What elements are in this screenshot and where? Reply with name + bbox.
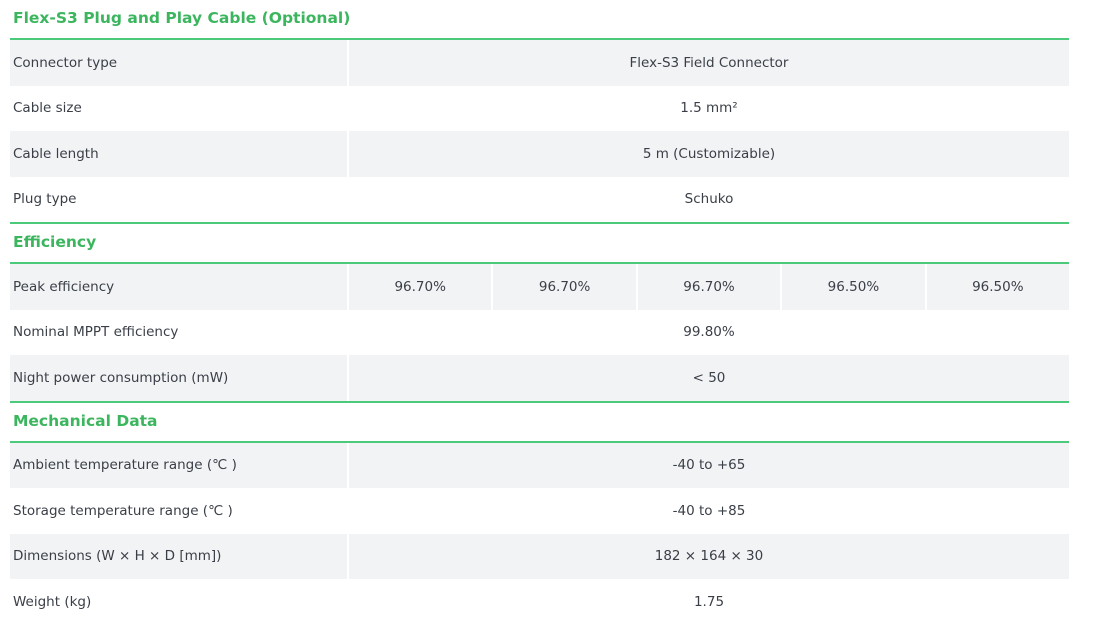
table-row: Nominal MPPT efficiency 99.80%	[10, 310, 1069, 356]
table-row: Cable length 5 m (Customizable)	[10, 131, 1069, 177]
section-title: Efficiency	[10, 224, 1069, 264]
row-value: 96.70%	[349, 264, 492, 310]
row-label: Ambient temperature range (℃ )	[10, 442, 347, 488]
row-label: Connector type	[10, 40, 347, 86]
section-title: Mechanical Data	[10, 403, 1069, 443]
spec-section: Flex-S3 Plug and Play Cable (Optional) Co…	[10, 0, 1069, 224]
row-values: -40 to +65	[349, 442, 1069, 488]
row-label: Nominal MPPT efficiency	[13, 324, 179, 341]
table-row: Dimensions (W × H × D [mm]) 182 × 164 × 3…	[10, 533, 1069, 579]
row-label: Storage temperature range (℃ )	[13, 502, 233, 519]
row-value: 96.50%	[782, 264, 925, 310]
spec-table: Flex-S3 Plug and Play Cable (Optional) Co…	[10, 0, 1070, 625]
row-value: Flex-S3 Field Connector	[349, 40, 1069, 86]
row-values: -40 to +85	[349, 488, 1069, 534]
row-label: Dimensions (W × H × D [mm])	[10, 533, 347, 579]
row-value: 96.50%	[926, 264, 1070, 310]
row-label: Plug type	[13, 191, 77, 208]
row-values: 1.75	[349, 579, 1069, 625]
row-label: Peak efficiency	[10, 264, 347, 310]
row-values: Flex-S3 Field Connector	[349, 40, 1069, 86]
row-value: 99.80%	[683, 324, 735, 341]
row-values: 99.80%	[349, 310, 1069, 356]
table-row: Storage temperature range (℃ ) -40 to +85	[10, 488, 1069, 534]
row-value: 182 × 164 × 30	[349, 533, 1069, 579]
row-values: 182 × 164 × 30	[349, 533, 1069, 579]
spec-section: Mechanical Data Ambient temperature range…	[10, 403, 1069, 625]
row-value: -40 to +85	[672, 502, 746, 519]
table-row: Plug type Schuko	[10, 177, 1069, 224]
row-label: Cable size	[13, 100, 82, 117]
row-value: 96.70%	[493, 264, 636, 310]
row-value: -40 to +65	[349, 442, 1069, 488]
row-values: Schuko	[349, 177, 1069, 223]
table-row: Ambient temperature range (℃ ) -40 to +65	[10, 442, 1069, 488]
table-row: Night power consumption (mW) < 50	[10, 355, 1069, 403]
table-row: Weight (kg) 1.75	[10, 579, 1069, 625]
table-row: Peak efficiency 96.70% 96.70% 96.70% 96.50% 9…	[10, 264, 1070, 310]
row-values: 5 m (Customizable)	[349, 131, 1069, 177]
row-value: 1.75	[693, 593, 725, 610]
row-label: Cable length	[10, 131, 347, 177]
row-values: < 50	[349, 355, 1069, 401]
row-value: < 50	[349, 355, 1069, 401]
row-value: Schuko	[684, 191, 734, 208]
table-row: Cable size 1.5 mm²	[10, 86, 1069, 132]
row-values: 1.5 mm²	[349, 86, 1069, 132]
row-value: 5 m (Customizable)	[349, 131, 1069, 177]
row-label: Weight (kg)	[13, 593, 92, 610]
row-values: 96.70% 96.70% 96.70% 96.50% 96.50%	[349, 264, 1070, 310]
row-value: 1.5 mm²	[680, 100, 738, 117]
spec-section: Efficiency Peak efficiency 96.70% 96.70% 96.…	[10, 224, 1070, 403]
row-value: 96.70%	[637, 264, 781, 310]
row-label: Night power consumption (mW)	[10, 355, 347, 401]
table-row: Connector type Flex-S3 Field Connector	[10, 40, 1069, 86]
section-title: Flex-S3 Plug and Play Cable (Optional)	[10, 0, 1069, 40]
